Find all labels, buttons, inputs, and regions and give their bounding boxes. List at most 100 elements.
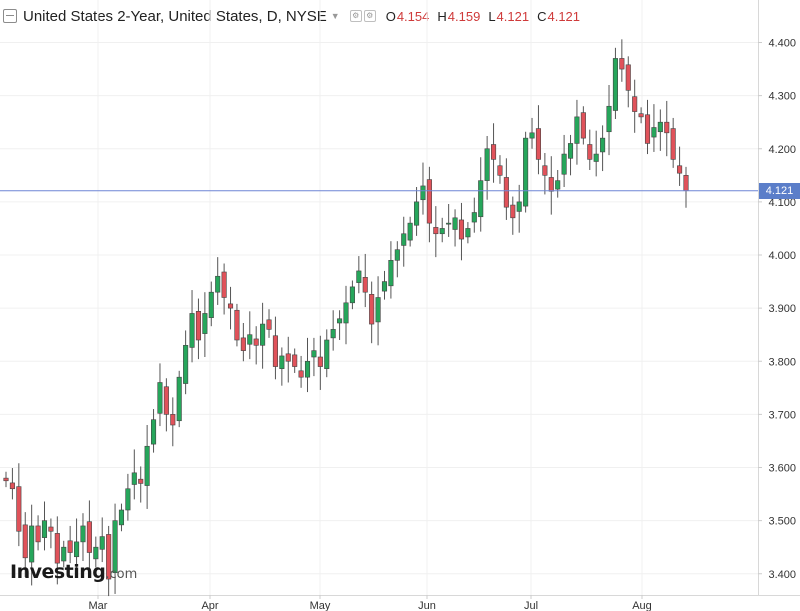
settings-icon[interactable]: ⚙ [349, 10, 362, 22]
candle-down [458, 202, 465, 261]
candle-body [215, 275, 221, 293]
candle-body [247, 334, 253, 345]
candle-body [317, 356, 323, 367]
candle-body [651, 127, 657, 138]
candle-down [619, 39, 625, 82]
candle-body [433, 227, 439, 235]
candle-up [593, 130, 599, 177]
candle-down [35, 515, 41, 551]
candle-down [580, 106, 586, 145]
y-tick-label: 4.400 [768, 38, 796, 50]
candle-body [272, 335, 278, 367]
candle-up [99, 517, 105, 563]
x-tick-label: Jul [524, 600, 538, 611]
candle-down [369, 281, 375, 344]
candle-body [362, 277, 368, 293]
candle-up [561, 134, 567, 187]
candle-up [407, 216, 413, 247]
candle-body [304, 360, 311, 378]
candle-down [285, 336, 291, 383]
candle-up [304, 337, 311, 393]
candle-body [356, 270, 362, 283]
candle-body [112, 520, 118, 573]
candle-down [677, 146, 683, 186]
candle-body [587, 144, 593, 160]
candle-body [388, 260, 394, 287]
candle-down [426, 166, 432, 243]
chevron-down-icon[interactable]: ▼ [330, 11, 340, 21]
candle-up [343, 285, 349, 345]
candle-body [683, 175, 689, 192]
candle-up [478, 157, 484, 232]
candle-body [401, 233, 407, 246]
candle-down [625, 56, 631, 108]
ohlc-open: O4.154 [385, 8, 430, 24]
candle-up [606, 85, 612, 156]
candle-up [574, 99, 580, 165]
candle-body [240, 337, 246, 351]
candle-body [567, 143, 574, 159]
candle-body [632, 96, 638, 112]
candle-body [625, 64, 631, 91]
candle-body [664, 121, 670, 134]
candle-up [74, 518, 80, 572]
candle-body [600, 137, 606, 153]
candle-up [567, 134, 574, 176]
candle-down [542, 153, 548, 195]
candle-body [221, 271, 227, 298]
y-axis: 4.400 4.300 4.200 4.100 4.000 3.900 3.800 3.700… [758, 38, 796, 581]
candle-down [240, 323, 246, 362]
candle-body [138, 478, 144, 484]
collapse-icon[interactable] [3, 9, 17, 23]
candle-down [9, 468, 15, 500]
candle-body [125, 488, 131, 511]
candle-body [54, 533, 60, 564]
x-tick-label: May [310, 600, 331, 611]
candle-body [157, 382, 163, 414]
y-tick-label: 4.100 [768, 197, 796, 209]
candle-body [484, 148, 490, 181]
candle-down [163, 378, 169, 432]
candle-up [414, 187, 420, 236]
candle-body [144, 445, 150, 486]
candle-body [670, 128, 676, 160]
candle-down [497, 155, 503, 184]
candle-body [80, 525, 86, 543]
candle-up [176, 370, 182, 428]
candle-body [99, 536, 105, 550]
candle-up [157, 363, 163, 427]
candle-body [195, 311, 201, 341]
candle-body [523, 137, 529, 207]
instrument-title: United States 2-Year, United States, D, … [23, 7, 327, 25]
candle-down [433, 206, 439, 258]
candle-down [253, 326, 259, 365]
candle-up [529, 117, 535, 149]
candle-down [503, 158, 509, 220]
candle-down [632, 79, 638, 133]
candles [3, 39, 689, 597]
candle-down [587, 129, 593, 170]
candle-down [638, 107, 644, 124]
candle-up [516, 184, 522, 233]
ohlc-high: H4.159 [437, 8, 481, 24]
candle-up [349, 280, 355, 310]
candle-up [555, 170, 561, 198]
current-price-label: 4.121 [759, 182, 800, 199]
candle-body [93, 546, 99, 560]
candle-up [93, 536, 99, 568]
candle-body [439, 228, 445, 235]
candle-up [657, 109, 663, 151]
candle-body [16, 486, 22, 532]
candle-body [330, 329, 336, 339]
candle-down [227, 286, 234, 330]
candle-down [195, 298, 201, 360]
candle-up [279, 347, 285, 386]
candle-down [664, 100, 670, 157]
candle-body [542, 165, 548, 176]
candle-up [600, 125, 606, 172]
candle-body [3, 477, 9, 482]
x-tick-label: Mar [89, 600, 108, 611]
gear-icon[interactable]: ⚙ [363, 10, 376, 22]
candle-up [112, 503, 118, 594]
